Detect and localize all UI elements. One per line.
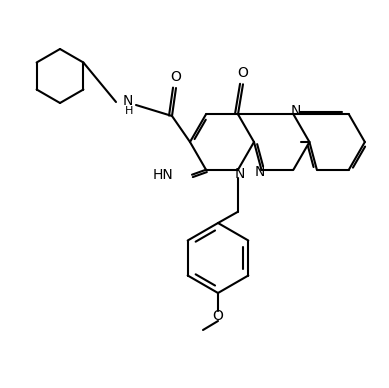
Text: O: O <box>212 309 223 323</box>
Text: H: H <box>125 106 133 116</box>
Text: N: N <box>123 94 133 108</box>
Text: O: O <box>238 66 249 80</box>
Text: N: N <box>254 165 265 179</box>
Text: N: N <box>235 167 245 181</box>
Text: N: N <box>290 104 301 118</box>
Text: HN: HN <box>152 168 173 182</box>
Text: O: O <box>170 70 181 84</box>
